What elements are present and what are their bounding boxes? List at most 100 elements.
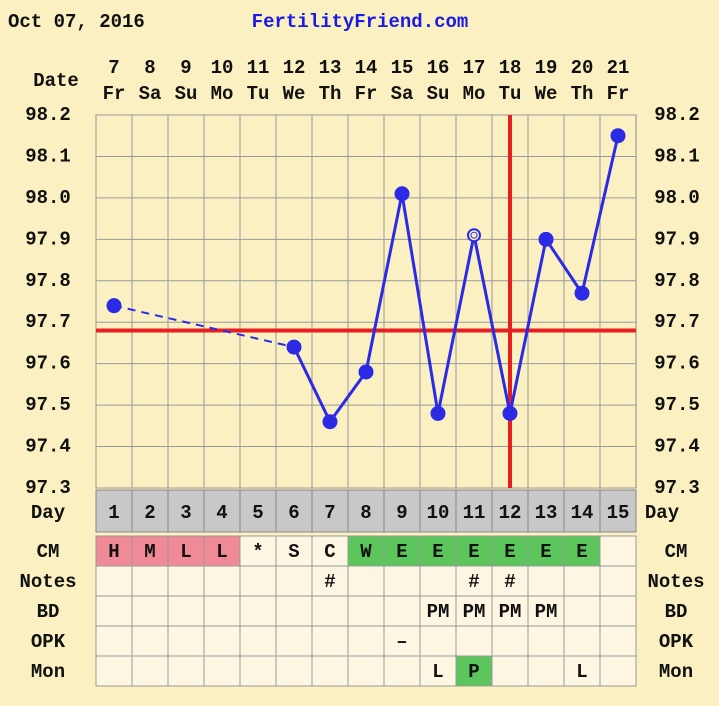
date-label: Date (33, 70, 79, 92)
row-cell (347, 655, 385, 687)
temperature-point (502, 405, 518, 421)
y-tick-label: 97.4 (25, 436, 71, 458)
row-cell (95, 655, 133, 687)
row-cell (311, 625, 349, 657)
day-cell (95, 489, 133, 533)
row-cell (239, 595, 277, 627)
plot-area (95, 114, 637, 489)
y-tick-label: 98.0 (25, 187, 71, 209)
row-cell (383, 625, 421, 657)
cell-text: E (468, 541, 479, 563)
y-tick-label-right: 97.5 (654, 394, 700, 416)
weekday-label: Th (571, 83, 594, 105)
day-number: 14 (571, 502, 594, 524)
row-cell (491, 655, 529, 687)
temperature-point-inner (470, 231, 478, 239)
row-cell (419, 655, 457, 687)
row-cell (347, 595, 385, 627)
temperature-point (538, 231, 554, 247)
row-cell (131, 535, 169, 567)
row-label-right: CM (665, 541, 688, 563)
weekday-label: Tu (499, 83, 522, 105)
cell-text: # (468, 571, 479, 593)
row-cell (239, 625, 277, 657)
day-cell (347, 489, 385, 533)
day-number: 10 (427, 502, 450, 524)
day-number: 6 (288, 502, 299, 524)
row-cell (311, 595, 349, 627)
y-tick-label-right: 97.3 (654, 477, 700, 499)
row-cell (527, 595, 565, 627)
row-cell (95, 595, 133, 627)
temperature-point (610, 128, 626, 144)
row-cell (527, 565, 565, 597)
temperature-point (322, 414, 338, 430)
day-cell (203, 489, 241, 533)
date-label: 9 (180, 57, 191, 79)
date-label: 17 (463, 57, 486, 79)
y-tick-label-right: 97.9 (654, 228, 700, 250)
row-cell (563, 595, 601, 627)
row-cell (311, 535, 349, 567)
weekday-label: Fr (103, 83, 126, 105)
row-cell (167, 595, 205, 627)
row-cell (275, 625, 313, 657)
weekday-label: Sa (391, 83, 414, 105)
row-label: Notes (19, 571, 76, 593)
cell-text: PM (535, 601, 558, 623)
row-cell (419, 625, 457, 657)
weekday-label: We (535, 83, 558, 105)
cell-text: E (576, 541, 587, 563)
date-label: 12 (283, 57, 306, 79)
row-cell (563, 625, 601, 657)
row-cell (167, 655, 205, 687)
cell-text: S (288, 541, 299, 563)
date-label: 18 (499, 57, 522, 79)
day-cell (563, 489, 601, 533)
row-cell (455, 625, 493, 657)
y-tick-label-right: 97.8 (654, 270, 700, 292)
day-number: 11 (463, 502, 486, 524)
weekday-label: Su (427, 83, 450, 105)
day-number: 4 (216, 502, 227, 524)
row-cell (275, 565, 313, 597)
day-number: 3 (180, 502, 191, 524)
date-label: 19 (535, 57, 558, 79)
y-tick-label-right: 97.4 (654, 436, 700, 458)
cell-text: L (180, 541, 191, 563)
row-cell (599, 565, 637, 597)
date-label: 20 (571, 57, 594, 79)
date-label: 21 (607, 57, 630, 79)
row-cell (167, 565, 205, 597)
day-number: 12 (499, 502, 522, 524)
row-cell (455, 655, 493, 687)
cell-text: L (216, 541, 227, 563)
y-tick-label-right: 97.7 (654, 311, 700, 333)
gap-connector (113, 304, 295, 349)
y-tick-label-right: 98.2 (654, 104, 700, 126)
cell-text: E (432, 541, 443, 563)
y-tick-label: 97.6 (25, 353, 71, 375)
day-cell (455, 489, 493, 533)
y-tick-label-right: 97.6 (654, 353, 700, 375)
day-cell (419, 489, 457, 533)
cell-text: C (324, 541, 335, 563)
cell-text: M (144, 541, 155, 563)
site-name: FertilityFriend.com (252, 11, 469, 33)
weekday-label: Th (319, 83, 342, 105)
date-label: 14 (355, 57, 378, 79)
cell-text: PM (463, 601, 486, 623)
day-number: 8 (360, 502, 371, 524)
row-cell (203, 565, 241, 597)
cell-text: PM (427, 601, 450, 623)
day-label: Day (31, 502, 66, 524)
row-cell (347, 625, 385, 657)
temperature-point (106, 298, 122, 314)
row-cell (95, 625, 133, 657)
row-cell (131, 565, 169, 597)
row-cell (491, 565, 529, 597)
day-number: 5 (252, 502, 263, 524)
date-label: 7 (108, 57, 119, 79)
cell-text: L (576, 661, 587, 683)
